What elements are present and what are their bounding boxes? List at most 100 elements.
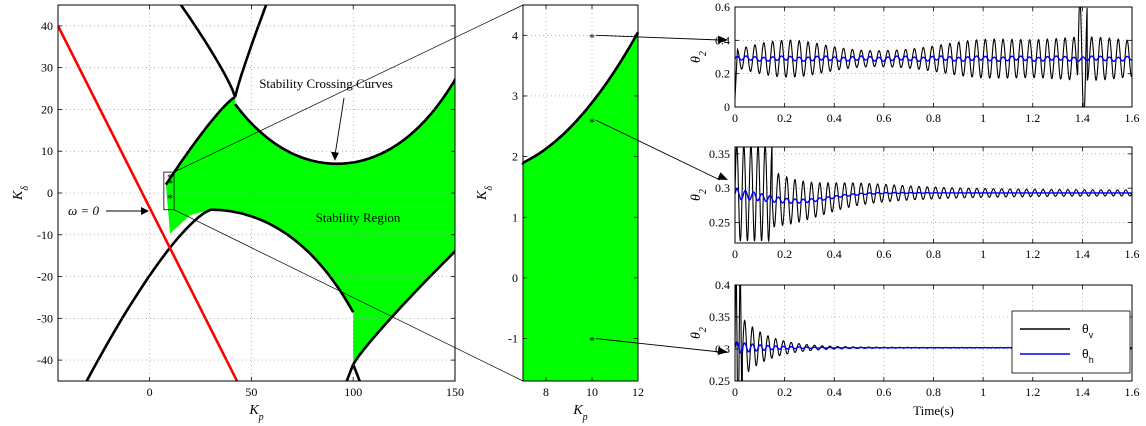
ts3-ytick-3: 0.4 <box>715 278 730 292</box>
ts2-xtick-4: 0.8 <box>926 247 941 261</box>
main-ylabel: Kδ <box>11 186 31 201</box>
crossing-curve-lower <box>85 208 355 381</box>
ts3-xtick-6: 1.2 <box>1025 385 1040 399</box>
ts1-axes <box>734 6 1133 108</box>
zoom-ytick-3: 2 <box>512 150 518 164</box>
zoom-arrow-1 <box>595 119 721 181</box>
ts2-xtick-7: 1.4 <box>1075 247 1090 261</box>
zoom-connector-bottom <box>173 209 524 382</box>
main-ytick-7: 30 <box>41 61 53 75</box>
ts1-xtick-1: 0.2 <box>777 111 792 125</box>
legend-label-1: θh <box>1082 347 1094 365</box>
main-ytick-5: 10 <box>41 144 53 158</box>
zoom-point-1: * <box>589 115 595 129</box>
ts1-xtick-0: 0 <box>732 111 738 125</box>
main-xtick-3: 150 <box>446 385 464 399</box>
zoom-xtick-0: 8 <box>543 385 549 399</box>
ts2-theta-h-line <box>735 188 1132 204</box>
ts1-xtick-3: 0.6 <box>876 111 891 125</box>
main-axes <box>57 4 456 382</box>
ts2-xtick-5: 1 <box>980 247 986 261</box>
crossing-curve-inner-left <box>164 95 236 186</box>
ts3-ylabel: θ2 <box>689 327 709 339</box>
main-ytick-1: -30 <box>37 311 53 325</box>
ts1-ylabel: θ2 <box>689 51 709 63</box>
ts1-ytick-0: 0 <box>724 100 730 114</box>
zoom-box <box>163 171 175 211</box>
ts3-xtick-2: 0.4 <box>827 385 842 399</box>
zoom-connector-top <box>173 4 524 173</box>
ts1-xtick-8: 1.6 <box>1125 111 1140 125</box>
zoom-ylabel: Kδ <box>475 186 495 201</box>
zoom-ytick-1: 0 <box>512 271 518 285</box>
main-xtick-0: 0 <box>147 385 153 399</box>
annotation-stability-region: Stability Region <box>316 210 401 225</box>
ts1-xtick-4: 0.8 <box>926 111 941 125</box>
ts3-xlabel: Time(s) <box>913 403 954 418</box>
main-ytick-4: 0 <box>47 186 53 200</box>
zoom-arrow-2 <box>595 338 721 353</box>
ts2-xtick-8: 1.6 <box>1125 247 1140 261</box>
zoom-xlabel: Kp <box>572 403 587 423</box>
ts3-xtick-4: 0.8 <box>926 385 941 399</box>
main-ytick-2: -20 <box>37 270 53 284</box>
zoom-arrow-0 <box>595 34 721 41</box>
zoom-ytick-2: 1 <box>512 210 518 224</box>
ts2-xtick-0: 0 <box>732 247 738 261</box>
zoom-ytick-0: -1 <box>508 332 518 346</box>
ts2-ytick-1: 0.3 <box>715 181 730 195</box>
crossing-curve-cusp-left <box>345 363 355 381</box>
main-xlabel: Kp <box>248 403 263 423</box>
main-ytick-0: -40 <box>37 353 53 367</box>
ts3-xtick-3: 0.6 <box>876 385 891 399</box>
crossing-curve-upper-left <box>179 5 237 98</box>
main-xtick-1: 50 <box>245 385 257 399</box>
main-ytick-3: -10 <box>37 228 53 242</box>
ts1-ytick-1: 0.2 <box>715 67 730 81</box>
ts2-ylabel: θ2 <box>689 189 709 201</box>
zoom-xtick-2: 12 <box>632 385 644 399</box>
zoom-axes <box>521 4 640 382</box>
ts1-xtick-7: 1.4 <box>1075 111 1090 125</box>
zoom-arrowhead-0 <box>717 35 728 44</box>
ts1-xtick-2: 0.4 <box>827 111 842 125</box>
ts1-ytick-2: 0.4 <box>715 33 730 47</box>
ts1-xtick-6: 1.2 <box>1025 111 1040 125</box>
ts3-xtick-0: 0 <box>732 385 738 399</box>
ts2-ytick-0: 0.25 <box>709 215 730 229</box>
ts1-theta-v-line <box>735 7 1132 107</box>
ts2-axes <box>734 146 1133 244</box>
ts3-xtick-7: 1.4 <box>1075 385 1090 399</box>
ts2-xtick-6: 1.2 <box>1025 247 1040 261</box>
legend: θv θh <box>1011 310 1131 374</box>
omega-zero-line <box>58 25 239 381</box>
main-marker-2: * <box>167 191 173 205</box>
zoom-ytick-5: 4 <box>512 28 518 42</box>
zoom-arrowhead-1 <box>717 172 728 180</box>
ts3-xtick-1: 0.2 <box>777 385 792 399</box>
ts1-ytick-3: 0.6 <box>715 0 730 14</box>
legend-label-0: θv <box>1082 322 1094 340</box>
ts3-ytick-1: 0.3 <box>715 342 730 356</box>
zoom-ytick-4: 3 <box>512 89 518 103</box>
ts1-xtick-5: 1 <box>980 111 986 125</box>
ts3-ytick-2: 0.35 <box>709 310 730 324</box>
main-ytick-6: 20 <box>41 102 53 116</box>
stability-region <box>165 79 455 365</box>
crossing-curve-lower-right <box>352 249 455 366</box>
main-ytick-8: 40 <box>41 19 53 33</box>
main-marker-1: * <box>167 176 173 190</box>
crossing-curve-cusp-right <box>351 363 362 381</box>
ts1-theta-h-line <box>735 55 1132 63</box>
ts2-xtick-1: 0.2 <box>777 247 792 261</box>
main-xtick-2: 100 <box>344 385 362 399</box>
zoom-arrowhead-2 <box>717 347 728 355</box>
annotation-crossing-curves: Stability Crossing Curves <box>259 76 393 91</box>
zoom-point-0: * <box>589 30 595 44</box>
zoom-stability-region <box>523 32 638 382</box>
ts3-xtick-8: 1.6 <box>1125 385 1140 399</box>
zoom-point-2: * <box>589 334 595 348</box>
zoom-boundary-curve <box>521 31 640 165</box>
arrow-head <box>330 151 339 161</box>
